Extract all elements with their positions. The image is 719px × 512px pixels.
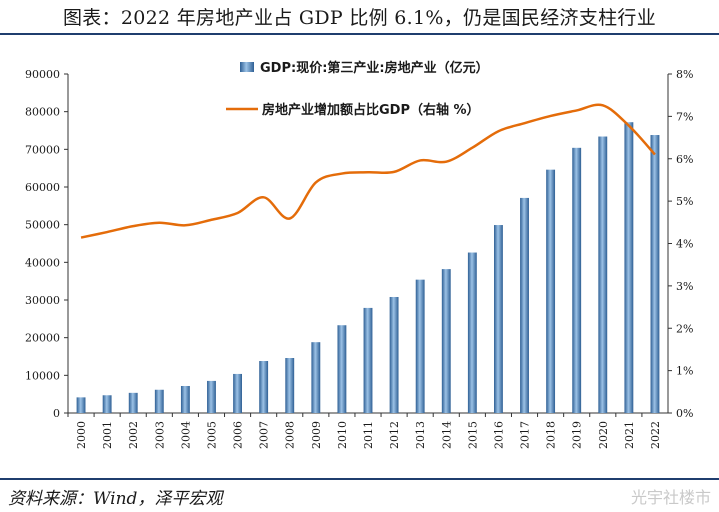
bar bbox=[285, 358, 295, 413]
y-right-tick-label: 0% bbox=[676, 407, 693, 420]
x-tick-label: 2003 bbox=[153, 421, 166, 449]
bar bbox=[494, 225, 503, 413]
x-tick-label: 2014 bbox=[440, 421, 453, 449]
y-left-tick-label: 70000 bbox=[25, 143, 60, 156]
y-left-tick-label: 90000 bbox=[25, 68, 60, 81]
bar-series bbox=[76, 122, 660, 414]
x-tick-label: 2010 bbox=[336, 421, 349, 449]
x-tick-label: 2000 bbox=[75, 421, 88, 449]
bar bbox=[598, 136, 608, 413]
bar bbox=[337, 325, 347, 413]
bar bbox=[546, 169, 556, 413]
bar bbox=[154, 389, 164, 413]
x-tick-label: 2019 bbox=[571, 421, 584, 449]
x-tick-label: 2021 bbox=[623, 421, 636, 449]
bar bbox=[389, 296, 399, 413]
x-tick-label: 2011 bbox=[362, 421, 375, 449]
bar bbox=[207, 380, 216, 413]
x-tick-label: 2012 bbox=[388, 421, 401, 449]
y-right-tick-label: 7% bbox=[676, 110, 693, 123]
bar bbox=[102, 395, 112, 413]
x-tick-label: 2005 bbox=[205, 421, 218, 449]
bar bbox=[259, 361, 269, 413]
bar bbox=[415, 279, 425, 413]
bar bbox=[520, 197, 529, 413]
bar bbox=[650, 135, 660, 413]
legend: GDP:现价:第三产业:房地产业（亿元） 房地产业增加额占比GDP（右轴 %） bbox=[226, 60, 489, 118]
y-right-tick-label: 8% bbox=[676, 68, 693, 81]
x-tick-label: 2015 bbox=[466, 421, 479, 449]
share-line bbox=[80, 103, 656, 239]
y-left-tick-label: 0 bbox=[53, 407, 60, 420]
y-right-tick-label: 5% bbox=[676, 195, 693, 208]
legend-bar-label: GDP:现价:第三产业:房地产业（亿元） bbox=[260, 60, 489, 76]
watermark: 光宇社楼市 bbox=[630, 488, 711, 507]
x-tick-label: 2006 bbox=[232, 421, 245, 449]
x-tick-label: 2002 bbox=[127, 421, 140, 449]
x-tick-label: 2016 bbox=[492, 421, 505, 449]
bar bbox=[441, 269, 451, 413]
bar bbox=[572, 147, 582, 413]
y-right-tick-label: 6% bbox=[676, 153, 693, 166]
x-tick-label: 2004 bbox=[179, 421, 192, 449]
y-left-tick-label: 60000 bbox=[25, 181, 60, 194]
x-tick-label: 2017 bbox=[519, 421, 532, 449]
x-tick-label: 2009 bbox=[310, 421, 323, 449]
x-tick-label: 2013 bbox=[414, 421, 427, 449]
bar bbox=[363, 307, 373, 413]
x-tick-label: 2001 bbox=[101, 421, 114, 449]
source-note: 资料来源：Wind，泽平宏观 bbox=[8, 489, 223, 509]
y-left-tick-label: 30000 bbox=[25, 294, 60, 307]
bar bbox=[233, 373, 242, 413]
legend-bar-swatch bbox=[240, 62, 254, 72]
y-left-tick-label: 40000 bbox=[25, 256, 60, 269]
x-tick-label: 2020 bbox=[597, 421, 610, 449]
chart-title: 图表：2022 年房地产业占 GDP 比例 6.1%，仍是国民经济支柱行业 bbox=[62, 7, 657, 29]
x-tick-label: 2007 bbox=[258, 421, 271, 449]
bar bbox=[467, 252, 477, 413]
x-tick-label: 2008 bbox=[284, 421, 297, 449]
y-left-tick-label: 80000 bbox=[25, 106, 60, 119]
x-tick-label: 2018 bbox=[545, 421, 558, 449]
bar bbox=[311, 342, 321, 413]
bar bbox=[76, 397, 86, 413]
bar bbox=[128, 392, 138, 413]
title-divider bbox=[0, 33, 719, 35]
y-left-tick-label: 10000 bbox=[25, 369, 60, 382]
bar bbox=[180, 385, 190, 413]
line-series bbox=[80, 103, 656, 239]
y-right-tick-label: 3% bbox=[676, 280, 693, 293]
y-left-tick-label: 20000 bbox=[25, 332, 60, 345]
source-divider bbox=[0, 478, 719, 480]
y-right-tick-label: 1% bbox=[676, 365, 693, 378]
bar bbox=[624, 122, 634, 414]
y-right-tick-label: 2% bbox=[676, 322, 693, 335]
legend-line-label: 房地产业增加额占比GDP（右轴 %） bbox=[262, 102, 480, 118]
x-tick-label: 2022 bbox=[649, 421, 662, 449]
y-left-tick-label: 50000 bbox=[25, 219, 60, 232]
axes: 0 10000 20000 30000 40000 50000 60000 70000 8000… bbox=[25, 68, 693, 449]
y-right-tick-label: 4% bbox=[676, 238, 693, 251]
